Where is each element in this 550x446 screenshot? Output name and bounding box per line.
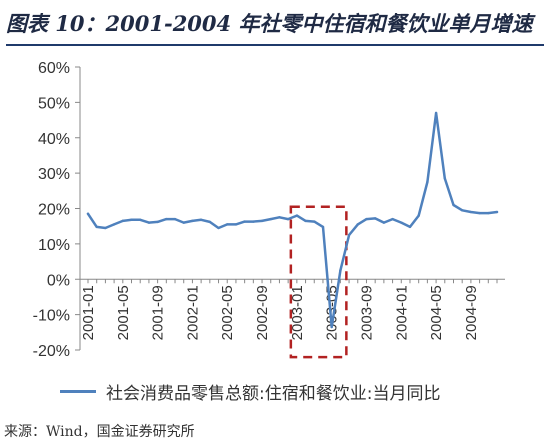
x-tick-label: 2002-01 — [184, 285, 201, 340]
x-axis-ticks: 2001-01 2001-05 2001-09 2002-01 2002-05 2002-… — [80, 279, 498, 340]
data-point — [226, 223, 229, 226]
data-point — [208, 220, 212, 224]
data-point — [121, 219, 125, 223]
data-point — [86, 212, 90, 216]
data-point — [391, 217, 394, 221]
data-point — [182, 221, 185, 224]
data-point — [95, 225, 98, 229]
data-point — [252, 220, 255, 223]
data-point — [295, 214, 299, 217]
data-point — [365, 217, 368, 221]
data-point — [199, 218, 203, 222]
data-point — [452, 203, 455, 207]
y-tick-label: 60% — [38, 60, 70, 77]
data-point — [191, 219, 194, 223]
data-point — [104, 226, 107, 230]
x-tick-label: 2004-09 — [463, 285, 480, 340]
y-axis-ticks: -20% -10% 0% 10% 20% 30% 40% 50% 60% — [33, 60, 80, 360]
data-point — [130, 218, 133, 222]
data-point — [400, 221, 403, 224]
data-point — [243, 220, 246, 223]
x-tick-label: 2002-09 — [254, 285, 271, 340]
data-point — [234, 223, 238, 226]
data-point — [286, 217, 290, 221]
data-point — [495, 210, 499, 214]
data-point — [426, 180, 429, 184]
data-point — [173, 217, 177, 221]
data-point — [339, 269, 342, 272]
highlight-box — [289, 205, 348, 359]
data-point — [156, 220, 159, 224]
data-point — [460, 209, 464, 212]
y-tick-label: 10% — [38, 237, 70, 254]
x-tick-label: 2004-01 — [393, 285, 410, 340]
data-point — [487, 211, 490, 215]
legend-swatch — [60, 389, 96, 393]
x-tick-label: 2004-05 — [428, 285, 445, 340]
y-tick-label: 0% — [47, 272, 70, 289]
data-point — [147, 221, 151, 224]
x-tick-label: 2003-09 — [358, 285, 375, 340]
data-point — [165, 217, 168, 221]
data-point — [469, 210, 473, 214]
y-tick-label: 50% — [38, 95, 70, 112]
data-point — [408, 225, 412, 229]
data-point — [434, 111, 438, 115]
y-tick-label: 20% — [38, 202, 70, 219]
data-point — [304, 219, 307, 223]
data-point — [356, 223, 359, 226]
data-point — [330, 325, 333, 329]
data-point — [417, 214, 420, 217]
y-tick-label: 30% — [38, 166, 70, 183]
data-point — [217, 226, 220, 230]
legend: 社会消费品零售总额:住宿和餐饮业:当月同比 — [60, 378, 440, 404]
data-point — [260, 219, 264, 223]
data-point — [278, 216, 281, 219]
data-point — [347, 233, 351, 237]
x-tick-label: 2001-09 — [150, 285, 167, 340]
legend-label: 社会消费品零售总额:住宿和餐饮业:当月同比 — [106, 383, 441, 404]
data-point — [321, 225, 325, 229]
data-point — [269, 217, 272, 221]
data-point — [443, 177, 446, 180]
data-point — [382, 221, 386, 224]
data-point — [478, 211, 481, 215]
data-point — [112, 223, 116, 226]
y-tick-label: -20% — [33, 343, 70, 360]
x-tick-label: 2001-05 — [115, 285, 132, 340]
chart-title: 图表 10：2001-2004 年社零中住宿和餐饮业单月增速 — [6, 4, 544, 46]
x-tick-label: 2003-01 — [289, 285, 306, 340]
data-point — [313, 220, 316, 223]
data-point — [373, 217, 377, 220]
y-tick-label: 40% — [38, 131, 70, 148]
x-tick-label: 2002-05 — [219, 285, 236, 340]
data-point — [139, 218, 142, 222]
x-tick-label: 2001-01 — [80, 285, 97, 340]
source-note: 来源：Wind，国金证券研究所 — [4, 424, 195, 440]
series-line — [86, 111, 499, 329]
y-tick-label: -10% — [33, 308, 70, 325]
data-points — [86, 111, 499, 329]
